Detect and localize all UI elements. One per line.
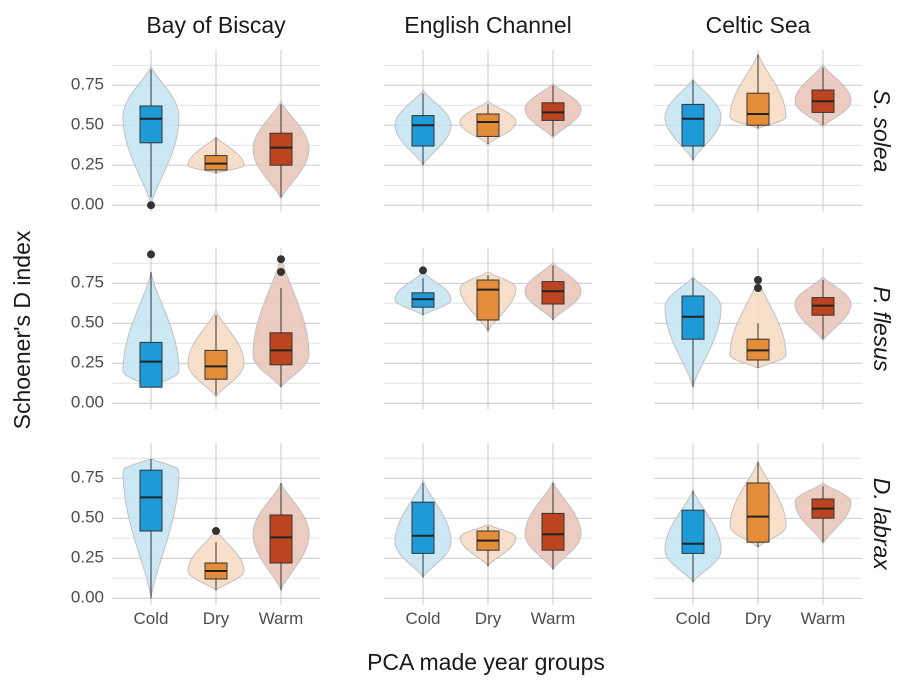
x-tick-label: Dry [203,609,230,628]
box [476,279,500,321]
box [204,349,228,380]
row-title: P. flesus [869,286,895,372]
y-tick-label: 0.00 [71,195,104,214]
x-axis-title: PCA made year groups [367,649,605,675]
outlier [147,250,155,259]
x-tick-label: Cold [134,609,169,628]
box [269,514,293,564]
x-tick-label: Warm [531,609,576,628]
box [541,512,565,551]
x-tick-label: Cold [676,609,711,628]
y-tick-label: 0.25 [71,353,104,372]
box [541,281,565,305]
y-tick-label: 0.50 [71,313,104,332]
y-tick-label: 0.00 [71,393,104,412]
y-tick-label: 0.75 [71,75,104,94]
outlier [419,266,427,275]
x-tick-label: Cold [406,609,441,628]
box [746,482,770,543]
box [269,332,293,366]
row-title: D. labrax [869,478,895,572]
y-tick-label: 0.25 [71,155,104,174]
y-tick-label: 0.75 [71,468,104,487]
x-tick-label: Dry [475,609,502,628]
row-title: S. solea [869,89,895,172]
y-tick-label: 0.75 [71,273,104,292]
column-title: Bay of Biscay [146,12,286,38]
y-axis-title: Schoener's D index [9,230,35,429]
box [139,105,163,144]
box [269,132,293,166]
y-tick-label: 0.50 [71,508,104,527]
outlier [754,276,762,284]
box [746,92,770,126]
box [411,115,435,147]
box [139,469,163,532]
outlier [277,268,285,276]
box [681,103,705,147]
x-tick-label: Warm [259,609,304,628]
outlier [147,201,155,210]
outlier [212,527,220,535]
y-tick-label: 0.50 [71,115,104,134]
x-tick-label: Dry [745,609,772,628]
y-tick-label: 0.00 [71,588,104,607]
box [681,509,705,554]
x-tick-label: Warm [801,609,846,628]
box [139,341,163,388]
outlier [277,255,285,264]
column-title: Celtic Sea [706,12,811,38]
column-title: English Channel [404,12,572,38]
y-tick-label: 0.25 [71,548,104,567]
box [476,113,500,137]
outlier [754,284,762,292]
box [411,501,435,554]
